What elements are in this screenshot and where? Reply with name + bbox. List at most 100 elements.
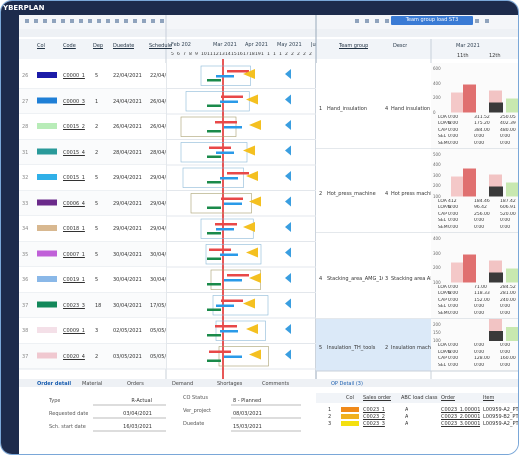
load-bar (506, 98, 518, 113)
scheduled: 29/04/ (150, 200, 166, 207)
scheduled: 28/04/ (150, 149, 166, 156)
color-swatch (341, 407, 359, 412)
metric-label: CAP (438, 356, 447, 361)
row-number: 32 (22, 175, 29, 181)
scheduled: 26/04/ (150, 124, 166, 130)
month-label: Apr 2021 (245, 42, 268, 48)
metric-value: 152.00 (474, 297, 490, 303)
sidebar (1, 15, 19, 454)
metric-value: 0:00 (448, 362, 459, 368)
duedate: 28/04/2021 (113, 149, 142, 156)
month-label: Mar 2021 (456, 43, 480, 49)
row-number: 37 (22, 353, 29, 360)
gantt-marker (285, 120, 291, 130)
column-label: Item (483, 395, 495, 401)
day-label: 19 (255, 52, 261, 57)
column-label: Dep (93, 43, 104, 49)
gantt-bar (207, 334, 221, 337)
month-label: Feb 202 (171, 42, 191, 48)
gantt-bar (207, 283, 221, 286)
metric-value: 128.00 (474, 356, 490, 361)
day-label: 1 (261, 52, 264, 57)
gantt-marker (246, 94, 258, 105)
metric-value: 412 (448, 198, 457, 204)
group-count: 2 (385, 345, 389, 351)
gantt-frame (180, 142, 248, 163)
gantt-marker (285, 222, 291, 232)
metric-value: 284.52 (500, 284, 516, 290)
order: C0023_1.00001 (441, 407, 481, 413)
month-label: Ju (311, 42, 316, 48)
metric-value: 0:00 (448, 310, 459, 316)
column-label: Col (346, 395, 354, 401)
toolbar-icon (133, 19, 137, 23)
gantt-bar (207, 79, 221, 82)
order-code: C0009_1 (63, 328, 85, 334)
metric-value: 0:00 (474, 304, 485, 309)
gantt-bar (220, 177, 238, 180)
day-label: 10 (201, 52, 207, 57)
toolbar-icon (52, 19, 56, 23)
gantt-bar (220, 253, 238, 256)
gantt-marker (249, 120, 261, 130)
color-swatch (37, 250, 57, 257)
abc-class: A (405, 414, 409, 420)
day-label: 2 (297, 52, 300, 57)
duedate: 24/04/2021 (113, 98, 142, 105)
gantt-bar (207, 130, 221, 133)
sales-order: C0023_1 (363, 407, 385, 413)
gantt-bar (207, 257, 221, 260)
group-count: 3 (385, 276, 389, 282)
order: C0023_2.00001 (441, 414, 481, 420)
metric-label: LOA (438, 114, 447, 120)
metric-value: 606.91 (500, 205, 516, 210)
load-bar (489, 272, 503, 283)
row-number: 1 (328, 407, 332, 413)
gantt-bar (215, 121, 237, 124)
tab: Material (82, 381, 103, 387)
metric-label: CAP (438, 211, 447, 217)
axis-label: 200 (433, 95, 441, 100)
color-swatch (37, 301, 57, 308)
field-value: R-Actual (131, 398, 152, 404)
field-label: CO Status (183, 395, 208, 401)
toolbar-icon (385, 19, 389, 23)
gantt-frame (185, 91, 250, 112)
field-label: Type (49, 398, 61, 404)
group-count: 4 (385, 106, 389, 112)
color-swatch (37, 327, 57, 333)
order: C0023_3.00001 (441, 421, 481, 427)
column-label: Code (63, 43, 76, 49)
toolbar-icon (70, 19, 74, 23)
gantt-bar (216, 304, 234, 307)
axis-label: 100 (433, 279, 441, 285)
scheduled: 05/05/ (150, 328, 166, 334)
metric-label: LOA% (438, 349, 452, 355)
tab: Order detail (37, 381, 72, 387)
team-group-button[interactable]: Team group load ST3 (391, 16, 473, 25)
toolbar-icon (88, 19, 92, 23)
row-number: 35 (22, 251, 29, 258)
tab: Comments (262, 381, 290, 387)
axis-label: 300 (433, 250, 441, 256)
metric-value: 0:00 (500, 134, 511, 139)
order-code: C0007_1 (63, 251, 85, 258)
gantt-bar (221, 299, 243, 302)
metric-value: 480.00 (500, 127, 516, 133)
gantt-marker (285, 171, 291, 181)
gantt-marker (285, 349, 291, 360)
metric-value: 0:00 (474, 343, 485, 348)
metric-value: 0:00 (474, 134, 485, 139)
load-bar (506, 327, 518, 341)
dependency: 18 (95, 302, 102, 309)
metric-value: 0:00 (500, 343, 511, 348)
gantt-marker (285, 298, 291, 309)
day-label: 2 (309, 52, 312, 57)
scheduled: 30/04/ (150, 251, 166, 258)
load-row (316, 319, 431, 371)
toolbar-icon (475, 19, 479, 23)
metric-label: SEL (438, 134, 447, 139)
order-code: C0020_4 (63, 353, 85, 360)
metric-label: SEM (438, 224, 448, 230)
